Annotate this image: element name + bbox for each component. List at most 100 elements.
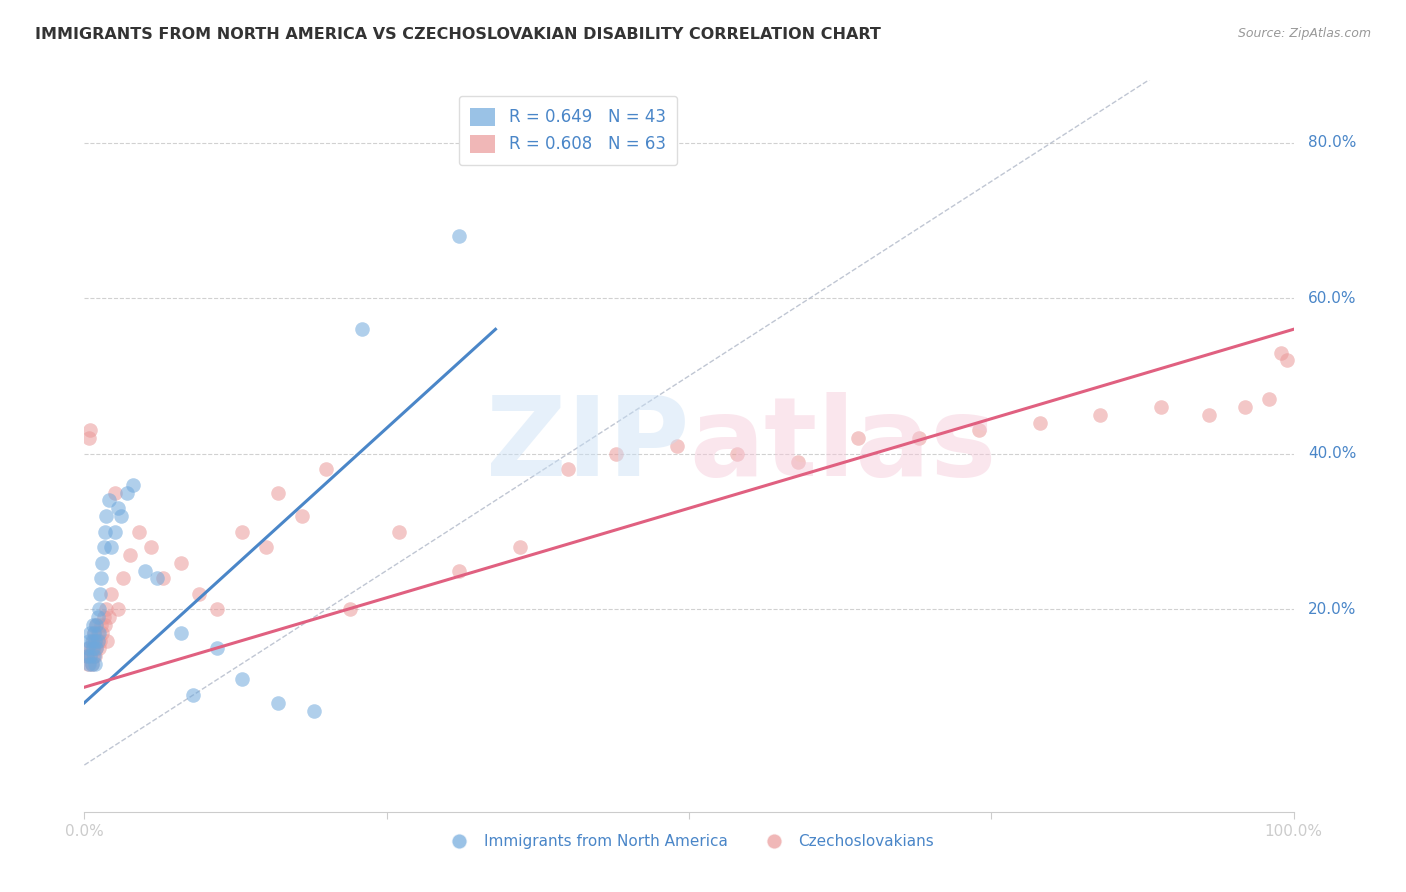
Point (86, 633, 108, 648)
Point (846, 431, 869, 445)
Point (79, 625, 101, 640)
Point (302, 704, 325, 718)
Text: 60.0%: 60.0% (1308, 291, 1357, 306)
Point (665, 439, 688, 453)
Point (86, 641, 108, 656)
Point (139, 540, 162, 554)
Text: IMMIGRANTS FROM NORTH AMERICA VS CZECHOSLOVAKIAN DISABILITY CORRELATION CHART: IMMIGRANTS FROM NORTH AMERICA VS CZECHOS… (35, 27, 882, 42)
Legend: Immigrants from North America, Czechoslovakians: Immigrants from North America, Czechoslo… (439, 828, 939, 855)
Point (181, 688, 204, 702)
Point (128, 524, 150, 539)
Point (89, 587, 111, 601)
Point (786, 454, 808, 468)
Point (170, 625, 193, 640)
Point (104, 485, 127, 500)
Text: ZIP: ZIP (485, 392, 689, 500)
Point (87, 602, 110, 616)
Point (90, 571, 112, 585)
Point (94, 618, 117, 632)
Point (315, 462, 337, 476)
Point (80, 657, 103, 671)
Point (97, 610, 120, 624)
Point (1028, 416, 1050, 430)
Point (90, 618, 112, 632)
Point (121, 478, 143, 492)
Point (77, 657, 100, 671)
Point (94, 509, 117, 524)
Point (77, 633, 100, 648)
Point (79, 424, 101, 438)
Text: 20.0%: 20.0% (1308, 602, 1357, 617)
Point (82, 633, 104, 648)
Point (146, 571, 169, 585)
Point (449, 228, 471, 243)
Point (84, 633, 107, 648)
Point (86, 610, 108, 624)
Point (107, 501, 129, 516)
Point (254, 540, 277, 554)
Point (170, 556, 193, 570)
Point (115, 485, 138, 500)
Point (77, 657, 100, 671)
Point (107, 602, 129, 616)
Point (76, 649, 98, 664)
Point (388, 524, 411, 539)
Point (352, 322, 374, 336)
Point (1198, 408, 1220, 422)
Point (86, 641, 108, 656)
Point (82, 618, 104, 632)
Point (83, 641, 105, 656)
Point (100, 587, 122, 601)
Point (267, 485, 290, 500)
Point (725, 447, 748, 461)
Point (84, 633, 107, 648)
Point (91, 556, 114, 570)
Point (188, 587, 211, 601)
Point (112, 571, 135, 585)
Point (77, 641, 100, 656)
Point (100, 540, 122, 554)
Point (1277, 353, 1299, 368)
Point (152, 571, 174, 585)
Point (89, 633, 111, 648)
Point (93, 540, 115, 554)
Point (86, 633, 108, 648)
Point (84, 657, 107, 671)
Point (86, 625, 108, 640)
Text: atlas: atlas (689, 392, 997, 500)
Point (79, 649, 101, 664)
Point (339, 602, 361, 616)
Point (83, 649, 105, 664)
Point (110, 509, 132, 524)
Point (449, 564, 471, 578)
Point (93, 610, 115, 624)
Point (94, 602, 117, 616)
Point (83, 625, 105, 640)
Point (907, 431, 929, 445)
Point (1234, 400, 1257, 414)
Point (80, 633, 103, 648)
Point (79, 649, 101, 664)
Point (967, 424, 990, 438)
Point (84, 649, 107, 664)
Point (134, 564, 156, 578)
Text: 40.0%: 40.0% (1308, 446, 1357, 461)
Point (94, 524, 117, 539)
Point (82, 649, 104, 664)
Point (77, 641, 100, 656)
Point (207, 641, 229, 656)
Point (509, 540, 531, 554)
Point (83, 625, 105, 640)
Point (86, 618, 108, 632)
Text: Source: ZipAtlas.com: Source: ZipAtlas.com (1237, 27, 1371, 40)
Point (77, 431, 100, 445)
Point (97, 493, 120, 508)
Point (1088, 408, 1111, 422)
Point (291, 509, 314, 524)
Point (96, 633, 118, 648)
Point (1270, 345, 1292, 359)
Point (86, 618, 108, 632)
Point (207, 602, 229, 616)
Point (104, 524, 127, 539)
Point (267, 696, 290, 710)
